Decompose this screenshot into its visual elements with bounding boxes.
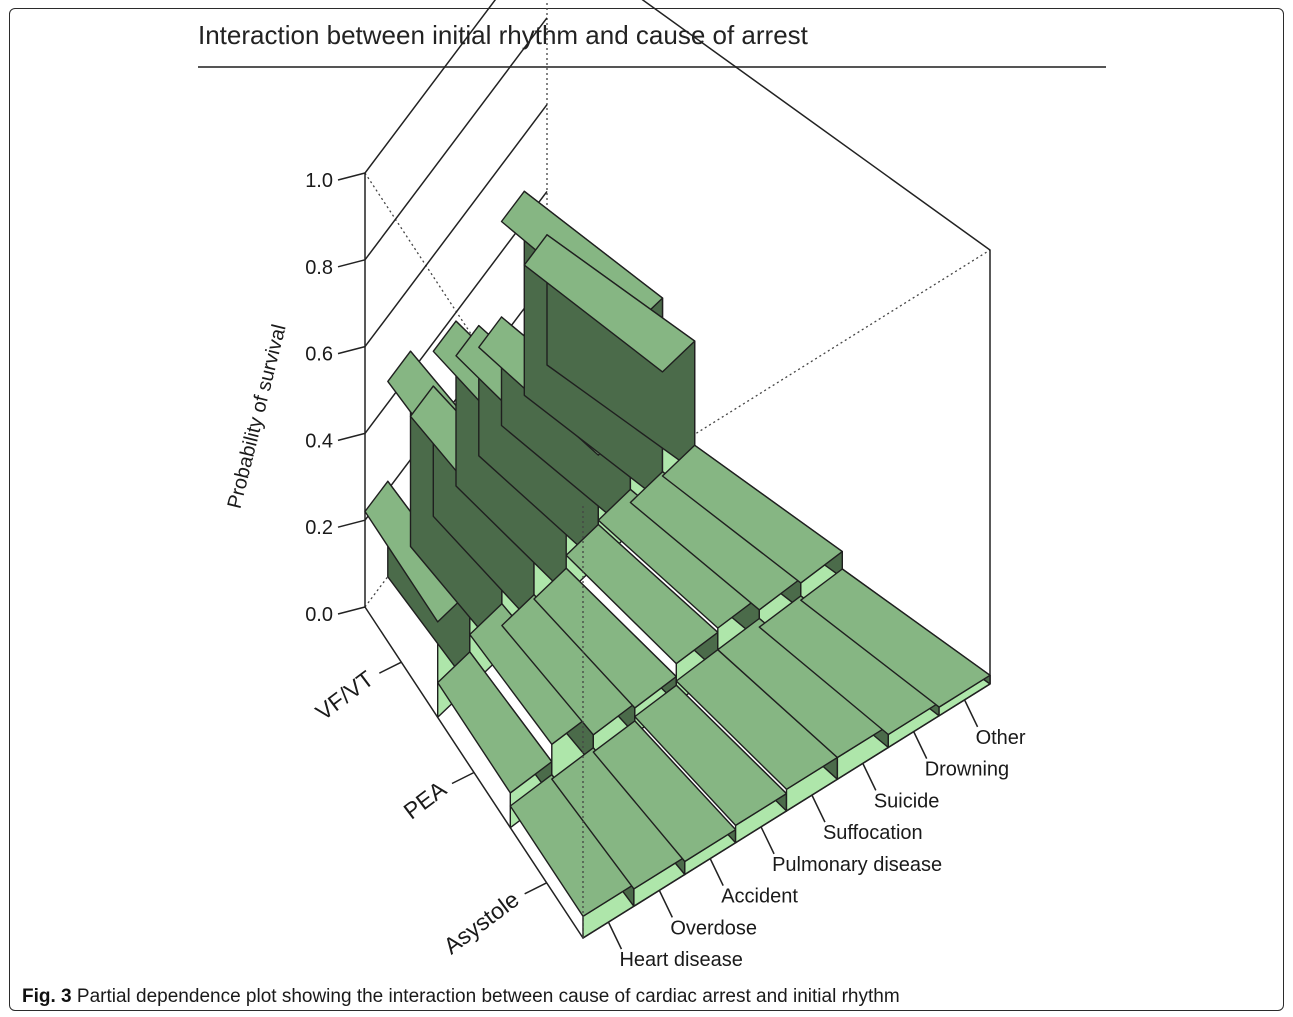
bar-asystole-suffocation <box>675 649 839 812</box>
figure-caption: Fig. 3 Partial dependence plot showing t… <box>22 986 900 1008</box>
title-rule <box>198 66 1106 68</box>
bar-top-face <box>523 234 696 373</box>
z-tick-label-3: 0.6 <box>305 344 333 366</box>
z-tick-4 <box>337 259 366 268</box>
rhythm-label-1: PEA <box>399 775 452 824</box>
bar-top-face <box>717 617 889 759</box>
bar-top-face <box>509 774 635 917</box>
rhythm-tick-1 <box>451 771 475 785</box>
grid-line-3 <box>364 104 548 348</box>
bar-top-face <box>501 594 636 736</box>
cause-tick-3 <box>760 826 775 855</box>
cause-label-7: Other <box>976 727 1026 749</box>
bar-top-face <box>661 444 843 584</box>
bar-top-face <box>592 720 737 863</box>
z-tick-label-0: 0.0 <box>305 604 333 626</box>
cause-tick-6 <box>913 731 928 759</box>
rhythm-tick-0 <box>524 882 548 895</box>
caption-text: Partial dependence plot showing the inte… <box>71 986 900 1007</box>
z-tick-5 <box>337 172 366 181</box>
bar-top-face <box>565 523 719 665</box>
bar-top-face <box>437 651 553 794</box>
rhythm-label-2: VF/VT <box>311 665 379 725</box>
cause-label-4: Suffocation <box>823 822 923 844</box>
cause-label-3: Pulmonary disease <box>772 854 942 876</box>
bar-asystole-other <box>800 568 991 717</box>
grid-line-4 <box>364 17 548 261</box>
bar-top-face <box>469 603 594 745</box>
bar-top-face <box>758 595 940 736</box>
bar-top-face <box>634 684 788 827</box>
cause-tick-7 <box>963 699 979 728</box>
cause-label-5: Suicide <box>874 790 940 812</box>
z-tick-label-2: 0.4 <box>305 430 333 452</box>
z-tick-0 <box>337 606 366 615</box>
bar-top-face <box>629 471 802 611</box>
cause-label-1: Overdose <box>670 917 757 939</box>
box-outline <box>364 0 991 684</box>
figure-frame <box>9 8 1284 1011</box>
cause-label-6: Drowning <box>925 759 1009 781</box>
bar-top-face <box>533 567 677 709</box>
z-axis-label: Probability of survival <box>224 322 291 511</box>
caption-lead: Fig. 3 <box>22 986 72 1007</box>
z-tick-label-4: 0.8 <box>305 257 333 279</box>
cause-label-2: Accident <box>721 886 798 908</box>
z-tick-2 <box>337 432 366 442</box>
rhythm-label-0: Asystole <box>439 886 524 959</box>
cause-label-0: Heart disease <box>619 949 742 971</box>
cause-tick-5 <box>862 763 877 791</box>
z-tick-label-1: 0.2 <box>305 517 333 539</box>
z-tick-label-5: 1.0 <box>305 170 333 192</box>
cause-tick-4 <box>811 794 826 823</box>
bar-top-face <box>551 747 686 890</box>
bar-top-face <box>597 488 760 629</box>
rhythm-tick-2 <box>378 661 402 674</box>
z-tick-1 <box>337 519 366 528</box>
cause-tick-0 <box>607 921 623 950</box>
z-tick-3 <box>337 345 366 355</box>
bar-top-face <box>800 568 991 708</box>
cause-tick-1 <box>658 890 673 918</box>
cause-tick-2 <box>709 858 724 886</box>
bar-asystole-accident <box>592 720 737 876</box>
